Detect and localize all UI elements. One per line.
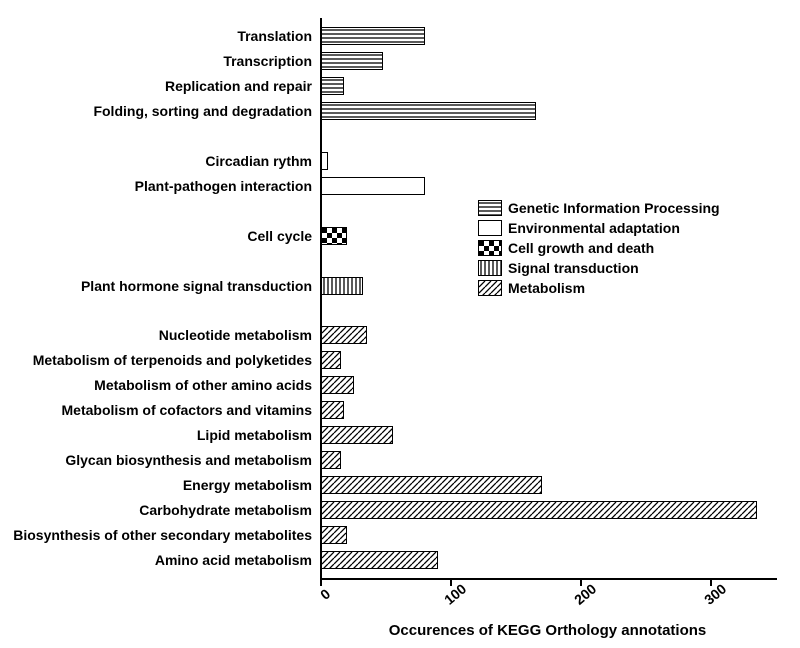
bar — [321, 426, 393, 444]
bar — [321, 476, 542, 494]
x-tick-label: 300 — [701, 580, 729, 607]
x-tick-label: 0 — [317, 585, 333, 602]
bar — [321, 551, 438, 569]
bar — [321, 227, 347, 245]
bar — [321, 401, 344, 419]
bar — [321, 277, 363, 295]
x-tick-label: 100 — [441, 580, 469, 607]
y-tick-label: Metabolism of cofactors and vitamins — [0, 402, 312, 418]
legend-item: Metabolism — [478, 280, 720, 296]
y-tick-label: Metabolism of other amino acids — [0, 377, 312, 393]
legend-label: Cell growth and death — [508, 240, 654, 256]
y-tick-label: Replication and repair — [0, 78, 312, 94]
bar — [321, 501, 757, 519]
y-tick-label: Biosynthesis of other secondary metaboli… — [0, 527, 312, 543]
legend-item: Cell growth and death — [478, 240, 720, 256]
y-tick-label: Transcription — [0, 53, 312, 69]
y-tick-label: Amino acid metabolism — [0, 552, 312, 568]
y-tick-label: Lipid metabolism — [0, 427, 312, 443]
legend: Genetic Information Processing Environmen… — [478, 200, 720, 300]
bar — [321, 102, 536, 120]
bar — [321, 326, 367, 344]
y-tick-label: Cell cycle — [0, 228, 312, 244]
legend-swatch — [478, 200, 502, 216]
legend-label: Signal transduction — [508, 260, 639, 276]
bar — [321, 77, 344, 95]
y-tick-label: Nucleotide metabolism — [0, 327, 312, 343]
y-tick-label: Translation — [0, 28, 312, 44]
kegg-orthology-chart: Translation Transcription Replication and … — [0, 0, 800, 648]
y-tick-label: Glycan biosynthesis and metabolism — [0, 452, 312, 468]
legend-label: Genetic Information Processing — [508, 200, 720, 216]
y-tick-label: Circadian rythm — [0, 153, 312, 169]
bar — [321, 177, 425, 195]
y-tick-label: Folding, sorting and degradation — [0, 103, 312, 119]
legend-item: Environmental adaptation — [478, 220, 720, 236]
legend-swatch — [478, 280, 502, 296]
legend-item: Signal transduction — [478, 260, 720, 276]
bar — [321, 351, 341, 369]
legend-swatch — [478, 220, 502, 236]
y-tick-label: Plant hormone signal transduction — [0, 278, 312, 294]
y-tick-label: Metabolism of terpenoids and polyketides — [0, 352, 312, 368]
bar — [321, 451, 341, 469]
bar — [321, 27, 425, 45]
legend-swatch — [478, 260, 502, 276]
x-tick-label: 200 — [571, 580, 599, 607]
legend-label: Metabolism — [508, 280, 585, 296]
bar — [321, 526, 347, 544]
x-axis-title: Occurences of KEGG Orthology annotations — [368, 622, 728, 639]
legend-swatch — [478, 240, 502, 256]
bar — [321, 52, 383, 70]
bar — [321, 376, 354, 394]
legend-item: Genetic Information Processing — [478, 200, 720, 216]
legend-label: Environmental adaptation — [508, 220, 680, 236]
y-tick-label: Plant-pathogen interaction — [0, 178, 312, 194]
bar — [321, 152, 328, 170]
y-tick-label: Energy metabolism — [0, 477, 312, 493]
y-tick-label: Carbohydrate metabolism — [0, 502, 312, 518]
